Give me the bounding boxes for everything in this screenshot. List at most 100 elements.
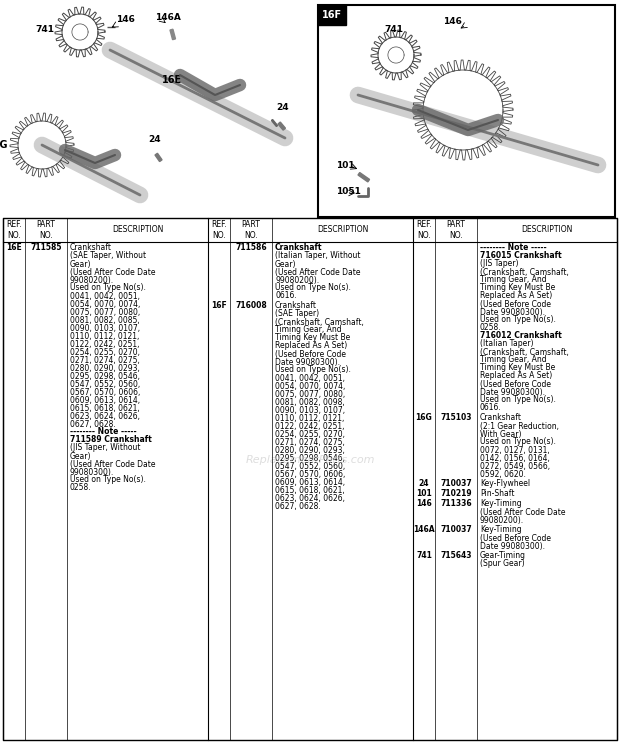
Text: (JIS Taper, Without: (JIS Taper, Without [70, 443, 141, 452]
Text: REF.
NO.: REF. NO. [211, 220, 227, 240]
Text: 146A: 146A [413, 525, 435, 534]
Text: 99080200).: 99080200). [70, 275, 114, 284]
Text: PART
NO.: PART NO. [242, 220, 260, 240]
Text: 16G: 16G [0, 140, 8, 150]
Text: 0623, 0624, 0626,: 0623, 0624, 0626, [275, 493, 345, 502]
Text: 0054, 0070, 0074,: 0054, 0070, 0074, [275, 382, 345, 391]
FancyArrow shape [272, 120, 278, 126]
Text: (2:1 Gear Reduction,: (2:1 Gear Reduction, [480, 422, 559, 431]
Text: Timing Key Must Be: Timing Key Must Be [480, 283, 556, 292]
Text: 0258.: 0258. [70, 484, 92, 493]
Text: Gear): Gear) [275, 260, 296, 269]
Text: Used on Type No(s).: Used on Type No(s). [480, 437, 556, 446]
Text: Used on Type No(s).: Used on Type No(s). [275, 365, 351, 374]
Text: 16E: 16E [162, 75, 182, 85]
Text: REF.
NO.: REF. NO. [416, 220, 432, 240]
Text: 0254, 0255, 0270,: 0254, 0255, 0270, [275, 429, 345, 438]
Bar [318, 5, 615, 217]
Text: 0072, 0127, 0131,: 0072, 0127, 0131, [480, 446, 550, 455]
Text: 0616.: 0616. [480, 403, 502, 412]
Text: 0090, 0103, 0107,: 0090, 0103, 0107, [70, 324, 140, 333]
Text: (Crankshaft, Camshaft,: (Crankshaft, Camshaft, [480, 268, 569, 277]
Text: 1051: 1051 [336, 187, 361, 196]
Bar [170, 29, 175, 39]
Text: 0567, 0570, 0606,: 0567, 0570, 0606, [70, 388, 140, 397]
Text: DESCRIPTION: DESCRIPTION [521, 225, 573, 234]
Text: Gear-Timing: Gear-Timing [480, 551, 526, 560]
Text: 711586: 711586 [235, 243, 267, 252]
Text: With Gear): With Gear) [480, 429, 521, 438]
Text: 0547, 0552, 0560,: 0547, 0552, 0560, [70, 379, 140, 388]
Text: Used on Type No(s).: Used on Type No(s). [480, 315, 556, 324]
Text: 711336: 711336 [440, 499, 472, 508]
Text: 146A: 146A [155, 13, 181, 22]
Text: Crankshaft: Crankshaft [480, 414, 522, 423]
Text: Key-Timing: Key-Timing [480, 499, 521, 508]
Text: Key-Timing: Key-Timing [480, 525, 521, 534]
Text: 101: 101 [336, 161, 355, 170]
Text: 0616.: 0616. [275, 292, 297, 301]
Text: 0110, 0112, 0121,: 0110, 0112, 0121, [70, 332, 140, 341]
Text: 0272, 0549, 0566,: 0272, 0549, 0566, [480, 461, 550, 470]
Text: 710037: 710037 [440, 479, 472, 489]
Text: DESCRIPTION: DESCRIPTION [317, 225, 368, 234]
Text: 710037: 710037 [440, 525, 472, 534]
Text: (Crankshaft, Camshaft,: (Crankshaft, Camshaft, [480, 347, 569, 356]
Text: 0090, 0103, 0107,: 0090, 0103, 0107, [275, 405, 345, 414]
Text: Replaced As A Set): Replaced As A Set) [275, 341, 347, 350]
Text: 0142, 0156, 0164,: 0142, 0156, 0164, [480, 454, 550, 463]
Text: 0258.: 0258. [480, 324, 502, 333]
Text: (SAE Taper): (SAE Taper) [275, 310, 319, 318]
Text: 0592, 0620.: 0592, 0620. [480, 469, 526, 478]
Text: (Italian Taper, Without: (Italian Taper, Without [275, 251, 360, 260]
Text: (Used Before Code: (Used Before Code [480, 300, 551, 309]
Text: 0110, 0112, 0121,: 0110, 0112, 0121, [275, 414, 344, 423]
Text: 715643: 715643 [440, 551, 472, 560]
Text: 0567, 0570, 0606,: 0567, 0570, 0606, [275, 469, 345, 478]
Text: Timing Key Must Be: Timing Key Must Be [275, 333, 350, 342]
Text: Date 99080300).: Date 99080300). [480, 307, 545, 316]
Text: 741: 741 [35, 25, 54, 34]
Text: 0041, 0042, 0051,: 0041, 0042, 0051, [275, 373, 345, 382]
Text: 0271, 0274, 0275,: 0271, 0274, 0275, [70, 356, 140, 365]
Text: Timing Gear, And: Timing Gear, And [275, 326, 342, 335]
Text: 0615, 0618, 0621,: 0615, 0618, 0621, [275, 486, 345, 495]
Text: 146: 146 [416, 499, 432, 508]
Text: 710219: 710219 [440, 490, 472, 498]
Text: (Used Before Code: (Used Before Code [480, 533, 551, 542]
Text: 16G: 16G [415, 414, 432, 423]
Bar [358, 173, 370, 182]
Text: Replaced As A Set): Replaced As A Set) [480, 371, 552, 380]
Text: Used on Type No(s).: Used on Type No(s). [70, 283, 146, 292]
Text: 24: 24 [148, 135, 161, 144]
Text: 24: 24 [418, 479, 429, 489]
Text: 0122, 0242, 0251,: 0122, 0242, 0251, [70, 339, 140, 348]
Text: 146: 146 [443, 18, 462, 27]
Text: 0615, 0618, 0621,: 0615, 0618, 0621, [70, 403, 140, 412]
Text: (JIS Taper): (JIS Taper) [480, 260, 518, 269]
Text: (Used After Code Date: (Used After Code Date [70, 268, 156, 277]
Text: Used on Type No(s).: Used on Type No(s). [275, 283, 351, 292]
Text: (Used Before Code: (Used Before Code [275, 350, 346, 359]
Text: 0609, 0613, 0614,: 0609, 0613, 0614, [275, 478, 345, 487]
Text: 0254, 0255, 0270,: 0254, 0255, 0270, [70, 347, 140, 356]
Text: (SAE Taper, Without: (SAE Taper, Without [70, 251, 146, 260]
Text: Gear): Gear) [70, 260, 92, 269]
Text: 0271, 0274, 0275,: 0271, 0274, 0275, [275, 437, 345, 446]
Text: Timing Gear, And: Timing Gear, And [480, 356, 547, 365]
Text: Key-Flywheel: Key-Flywheel [480, 479, 530, 489]
Text: 716012 Crankshaft: 716012 Crankshaft [480, 332, 562, 341]
Text: 0280, 0290, 0293,: 0280, 0290, 0293, [70, 364, 140, 373]
Text: (Crankshaft, Camshaft,: (Crankshaft, Camshaft, [275, 318, 364, 327]
Text: 0295, 0298, 0546,: 0295, 0298, 0546, [275, 454, 345, 463]
Text: Timing Gear, And: Timing Gear, And [480, 275, 547, 284]
Text: 16F: 16F [322, 10, 342, 20]
Text: REF.
NO.: REF. NO. [6, 220, 22, 240]
Text: Date 99080300).: Date 99080300). [480, 542, 545, 551]
Text: 0627, 0628.: 0627, 0628. [70, 420, 116, 429]
Text: 99080200).: 99080200). [480, 516, 524, 525]
Text: 716015 Crankshaft: 716015 Crankshaft [480, 251, 562, 260]
Text: ReplacementParts.com: ReplacementParts.com [246, 455, 374, 465]
Text: 0054, 0070, 0074,: 0054, 0070, 0074, [70, 300, 140, 309]
Text: Pin-Shaft: Pin-Shaft [480, 490, 515, 498]
